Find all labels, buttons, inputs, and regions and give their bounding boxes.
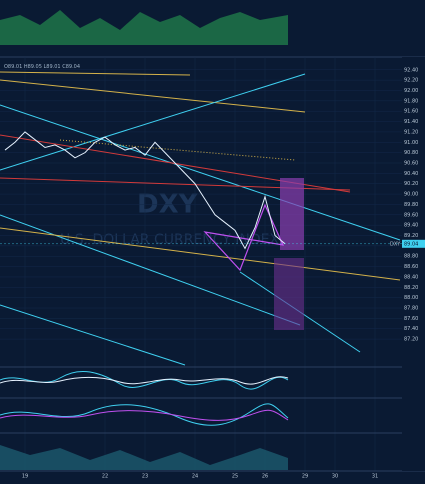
y-tick-label: 89.20 xyxy=(404,233,418,239)
projection-box xyxy=(274,258,304,330)
pattern xyxy=(203,203,285,272)
indicator-area xyxy=(0,10,288,45)
y-tick-label: 89.80 xyxy=(404,202,418,208)
y-tick-label: 91.80 xyxy=(404,98,418,104)
oscillator xyxy=(0,371,289,390)
axis-panel xyxy=(402,57,425,471)
x-tick-label: 26 xyxy=(262,474,268,480)
x-tick-label: 22 xyxy=(102,474,108,480)
x-tick-label: 30 xyxy=(332,474,338,480)
trendline xyxy=(0,304,186,366)
indicator-area xyxy=(0,445,288,470)
y-tick-label: 89.40 xyxy=(404,223,418,229)
y-tick-label: 90.60 xyxy=(404,161,418,167)
x-tick-label: 25 xyxy=(232,474,238,480)
y-tick-label: 87.20 xyxy=(404,337,418,343)
trendline xyxy=(0,227,401,281)
y-tick-label: 92.00 xyxy=(404,88,418,94)
y-tick-label: 87.80 xyxy=(404,306,418,312)
ohlc: O89.01 H89.05 L89.01 C89.04 xyxy=(4,64,80,70)
y-tick-label: 90.80 xyxy=(404,150,418,156)
last-price-label: 89.04 xyxy=(404,241,418,247)
y-tick-label: 88.60 xyxy=(404,264,418,270)
grid xyxy=(0,57,402,471)
x-tick-label: 24 xyxy=(192,474,198,480)
symbol-label: DXY xyxy=(390,241,401,247)
trendline xyxy=(0,71,191,76)
trendline xyxy=(0,104,401,241)
y-tick-label: 92.40 xyxy=(404,67,418,73)
x-tick-label: 23 xyxy=(142,474,148,480)
y-tick-label: 88.40 xyxy=(404,274,418,280)
oscillator xyxy=(0,409,289,421)
x-tick-label: 19 xyxy=(22,474,28,480)
y-tick-label: 87.40 xyxy=(404,326,418,332)
y-tick-label: 91.60 xyxy=(404,109,418,115)
oscillator xyxy=(0,376,289,385)
y-tick-label: 92.20 xyxy=(404,78,418,84)
y-tick-label: 90.20 xyxy=(404,181,418,187)
plot xyxy=(0,131,402,250)
y-tick-label: 89.60 xyxy=(404,212,418,218)
y-tick-label: 90.40 xyxy=(404,171,418,177)
y-tick-label: 87.60 xyxy=(404,316,418,322)
x-tick-label: 31 xyxy=(372,474,378,480)
y-tick-label: 91.00 xyxy=(404,140,418,146)
y-tick-label: 90.00 xyxy=(404,192,418,198)
trendline xyxy=(0,214,301,326)
y-tick-label: 88.00 xyxy=(404,295,418,301)
y-tick-label: 91.40 xyxy=(404,119,418,125)
y-tick-label: 88.20 xyxy=(404,285,418,291)
trendline xyxy=(0,79,306,113)
y-tick-label: 91.20 xyxy=(404,129,418,135)
trendline xyxy=(59,139,296,161)
projection-box xyxy=(280,178,304,250)
trendline xyxy=(0,73,306,171)
last-price-box xyxy=(402,239,425,248)
y-tick-label: 88.80 xyxy=(404,254,418,260)
price-line xyxy=(4,131,286,250)
x-tick-label: 29 xyxy=(302,474,308,480)
